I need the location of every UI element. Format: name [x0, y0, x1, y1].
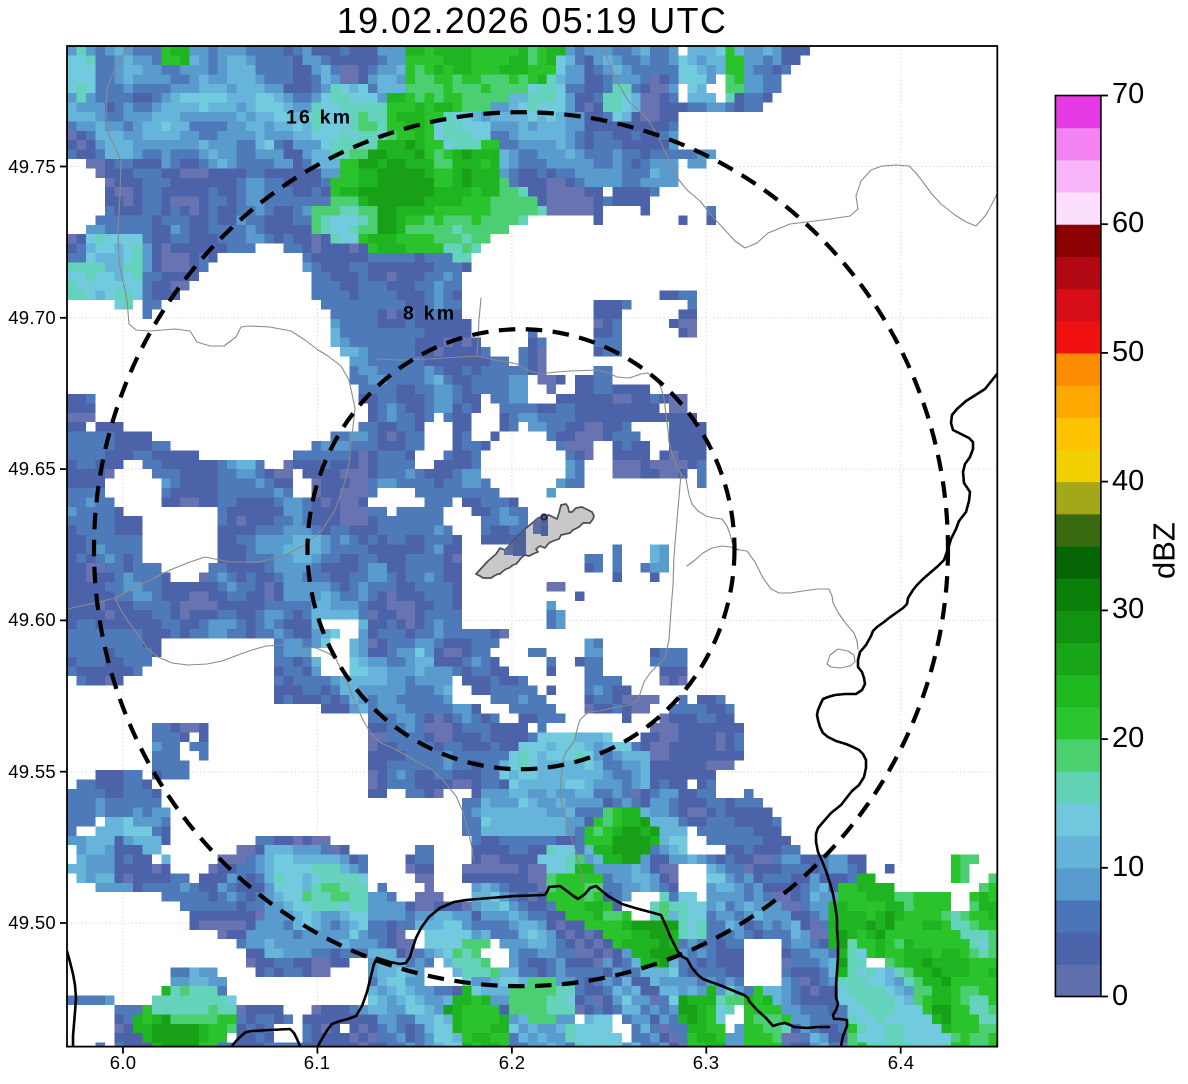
svg-text:dBZ: dBZ — [1146, 522, 1181, 579]
